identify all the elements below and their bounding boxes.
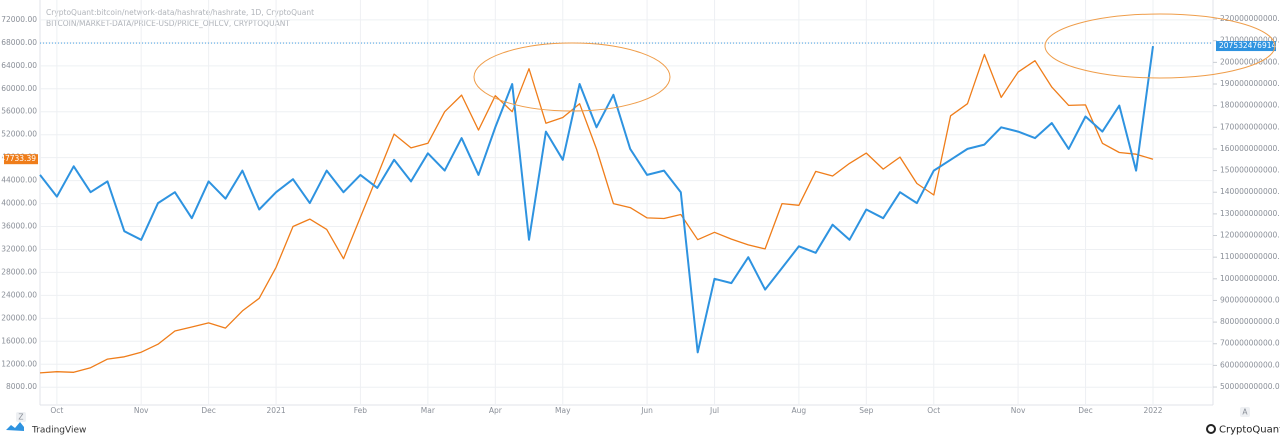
y-tick-label: 12000.00 (1, 359, 37, 368)
button-label[interactable]: Z (18, 413, 23, 422)
y2-tick-label: 130000000000.00 (1220, 209, 1280, 218)
y2-tick-label: 180000000000.00 (1220, 101, 1280, 110)
last-value-box (1216, 41, 1276, 52)
y-tick-label: 52000.00 (1, 130, 37, 139)
y-tick-label: 8000.00 (6, 382, 37, 391)
y-tick-label: 24000.00 (1, 290, 37, 299)
x-tick-label: Oct (927, 406, 940, 415)
cryptoquant-logo (1206, 424, 1216, 434)
y-tick-label: 68000.00 (1, 38, 37, 47)
y-tick-label: 44000.00 (1, 176, 37, 185)
y2-tick-label: 120000000000.00 (1220, 231, 1280, 240)
y-tick-label: 56000.00 (1, 107, 37, 116)
x-tick-label: Apr (489, 406, 503, 415)
x-tick-label: Dec (201, 406, 216, 415)
y2-tick-label: 150000000000.00 (1220, 166, 1280, 175)
y-tick-label: 40000.00 (1, 199, 37, 208)
brand: CryptoQuant (1219, 425, 1280, 436)
tradingview-logo (6, 422, 24, 431)
y-tick-label: 20000.00 (1, 313, 37, 322)
line-series (39, 45, 1154, 354)
x-tick-label: Dec (1078, 406, 1093, 415)
y-tick-label: 32000.00 (1, 244, 37, 253)
button-label[interactable]: A (1242, 408, 1248, 417)
y2-tick-label: 100000000000.00 (1220, 274, 1280, 283)
y2-tick-label: 170000000000.00 (1220, 122, 1280, 131)
y2-tick-label: 140000000000.00 (1220, 187, 1280, 196)
x-tick-label: Jul (709, 406, 719, 415)
y2-tick-label: 70000000000.00 (1220, 339, 1280, 348)
legend-entry: CryptoQuant:bitcoin/network-data/hashrat… (46, 8, 314, 17)
y-tick-label: 60000.00 (1, 84, 37, 93)
x-tick-label: 2022 (1143, 406, 1162, 415)
x-tick-label: Nov (134, 406, 149, 415)
button[interactable] (16, 412, 26, 422)
last-value-box (4, 154, 38, 165)
x-tick-label: Jun (640, 406, 653, 415)
y-tick-label: 72000.00 (1, 15, 37, 24)
y2-tick-label: 110000000000.00 (1220, 252, 1280, 261)
x-tick-label: Aug (792, 406, 807, 415)
x-tick-label: Oct (50, 406, 63, 415)
annotation-ellipse (473, 42, 671, 112)
x-tick-label: May (555, 406, 571, 415)
last-value-label: 47733.39 (0, 154, 36, 163)
x-tick-label: Mar (421, 406, 436, 415)
y2-tick-label: 200000000000.00 (1220, 57, 1280, 66)
annotation-ellipse (1044, 13, 1276, 79)
y-tick-label: 36000.00 (1, 222, 37, 231)
y2-tick-label: 50000000000.00 (1220, 382, 1280, 391)
x-tick-label: Feb (354, 406, 368, 415)
y-tick-label: 16000.00 (1, 336, 37, 345)
y2-tick-label: 220000000000.00 (1220, 14, 1280, 23)
y2-tick-label: 60000000000.00 (1220, 360, 1280, 369)
y-tick-label: 28000.00 (1, 267, 37, 276)
last-value-label: 207532476914.88 (1219, 41, 1280, 50)
y2-tick-label: 80000000000.00 (1220, 317, 1280, 326)
y2-tick-label: 90000000000.00 (1220, 295, 1280, 304)
button[interactable] (1240, 407, 1250, 417)
legend-entry: BITCOIN/MARKET-DATA/PRICE-USD/PRICE_OHLC… (46, 19, 290, 28)
x-tick-label: Nov (1011, 406, 1026, 415)
x-tick-label: Sep (859, 406, 873, 415)
y2-tick-label: 190000000000.00 (1220, 79, 1280, 88)
y-tick-label: 64000.00 (1, 61, 37, 70)
y2-tick-label: 210000000000.00 (1220, 36, 1280, 45)
y2-tick-label: 160000000000.00 (1220, 144, 1280, 153)
x-tick-label: 2021 (267, 406, 286, 415)
brand: TradingView (31, 426, 86, 436)
line-series (39, 53, 1154, 374)
